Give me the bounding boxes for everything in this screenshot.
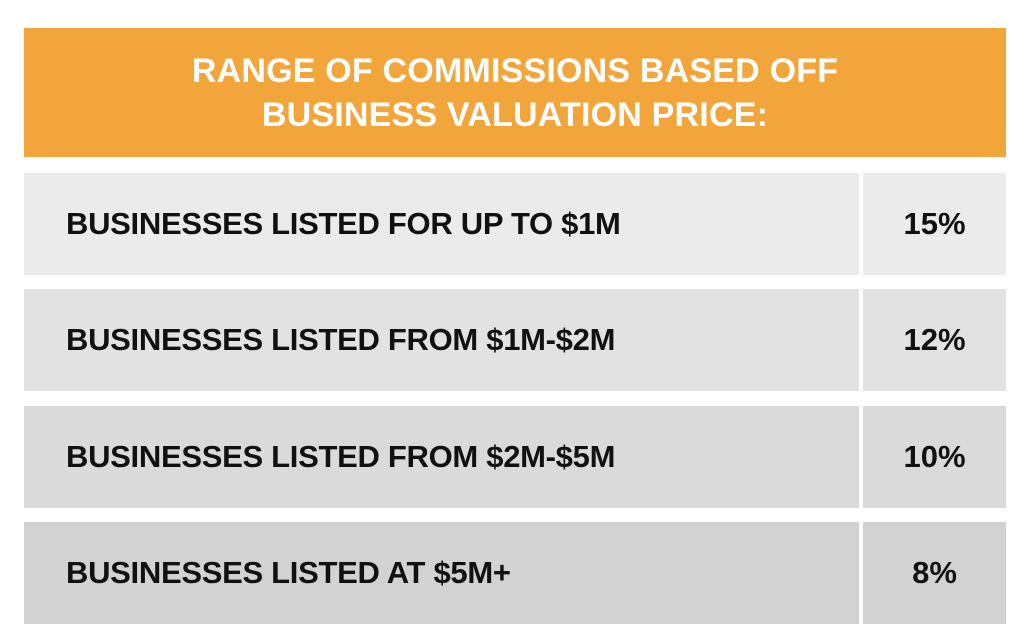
commission-table-header: RANGE OF COMMISSIONS BASED OFF BUSINESS … [24, 28, 1006, 157]
table-title: RANGE OF COMMISSIONS BASED OFF BUSINESS … [191, 51, 839, 134]
table-row: BUSINESSES LISTED FROM $2M-$5M 10% [24, 406, 1006, 508]
row-label-up-to-1m: BUSINESSES LISTED FOR UP TO $1M [24, 173, 859, 275]
row-commission-5m-plus: 8% [863, 522, 1006, 624]
row-label-1m-2m: BUSINESSES LISTED FROM $1M-$2M [24, 289, 859, 391]
table-row: BUSINESSES LISTED AT $5M+ 8% [24, 522, 1006, 624]
row-label-5m-plus: BUSINESSES LISTED AT $5M+ [24, 522, 859, 624]
table-row: BUSINESSES LISTED FOR UP TO $1M 15% [24, 173, 1006, 275]
row-commission-2m-5m: 10% [863, 406, 1006, 508]
table-row: BUSINESSES LISTED FROM $1M-$2M 12% [24, 289, 1006, 391]
row-commission-up-to-1m: 15% [863, 173, 1006, 275]
row-label-2m-5m: BUSINESSES LISTED FROM $2M-$5M [24, 406, 859, 508]
row-commission-1m-2m: 12% [863, 289, 1006, 391]
